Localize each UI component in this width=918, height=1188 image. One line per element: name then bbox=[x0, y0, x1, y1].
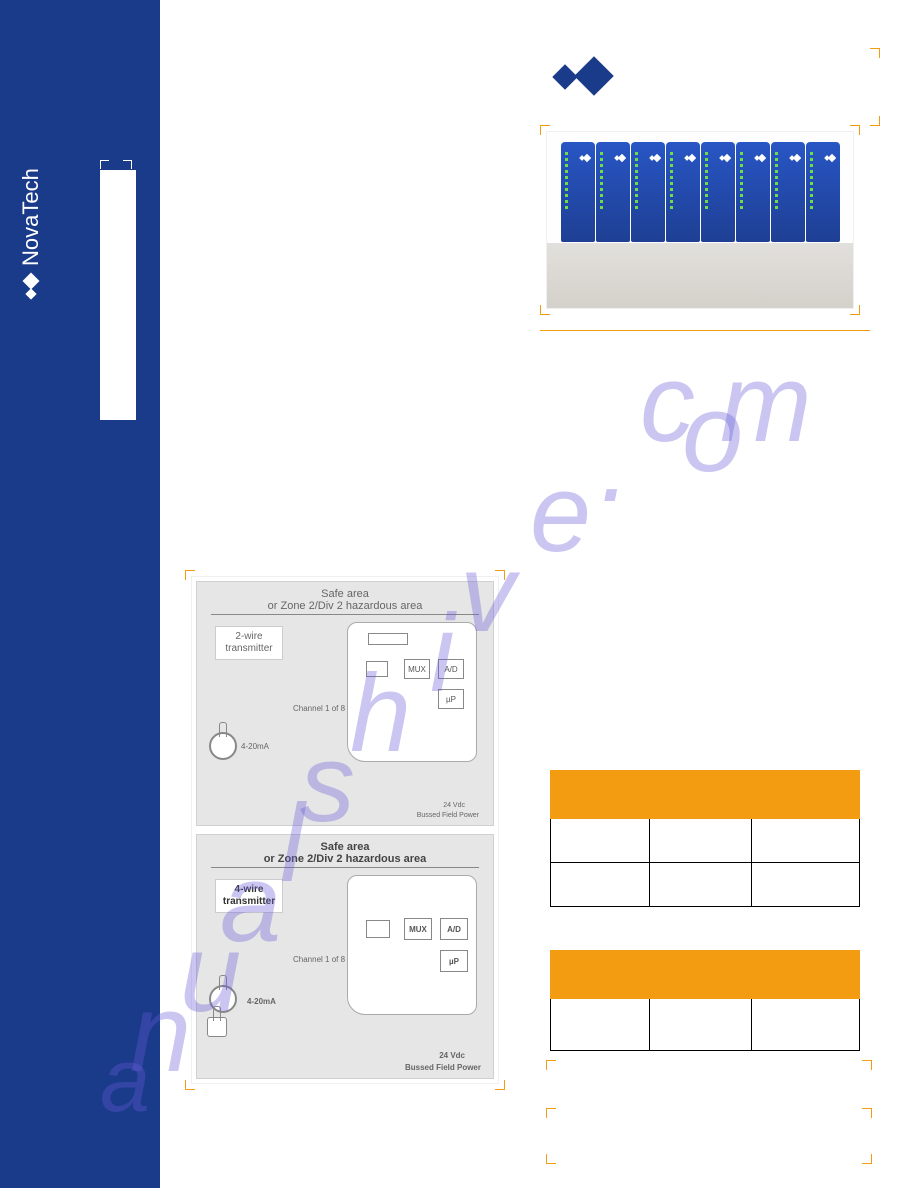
table-cell bbox=[551, 863, 650, 907]
module-logo-icon bbox=[824, 152, 836, 164]
diagram-channel-label: Channel 1 of 8 bbox=[293, 955, 345, 964]
table-header-cell bbox=[649, 951, 751, 999]
table-cell bbox=[649, 819, 751, 863]
module-logo-icon bbox=[754, 152, 766, 164]
crop-mark-icon bbox=[870, 48, 880, 58]
table-row bbox=[551, 863, 860, 907]
io-module bbox=[736, 142, 770, 242]
module-logo-icon bbox=[579, 152, 591, 164]
module-logo-icon bbox=[789, 152, 801, 164]
io-module bbox=[701, 142, 735, 242]
table-cell bbox=[649, 999, 751, 1051]
diagram-title-line: Safe area bbox=[211, 841, 479, 853]
side-white-box bbox=[100, 170, 136, 420]
product-image bbox=[546, 131, 854, 309]
diagram-title-line: or Zone 2/Div 2 hazardous area bbox=[211, 853, 479, 865]
header-diamonds-icon bbox=[550, 56, 622, 101]
diagram-panel-title: Safe area or Zone 2/Div 2 hazardous area bbox=[211, 582, 479, 615]
crop-mark-icon bbox=[546, 1154, 556, 1164]
diagram-panel-title: Safe area or Zone 2/Div 2 hazardous area bbox=[211, 835, 479, 868]
table-header-row bbox=[551, 771, 860, 819]
table-cell bbox=[751, 999, 859, 1051]
power-supply-icon bbox=[207, 1017, 227, 1037]
table-cell bbox=[551, 999, 650, 1051]
table-row bbox=[551, 819, 860, 863]
diagram-signal-label: 4-20mA bbox=[241, 742, 269, 751]
diagram-up-box: µP bbox=[440, 950, 468, 972]
table-header-cell bbox=[751, 951, 859, 999]
brand-diamonds-icon bbox=[22, 272, 40, 300]
crop-mark-icon bbox=[862, 1060, 872, 1070]
diagram-power-label: 24 Vdc bbox=[443, 802, 465, 809]
table-header-cell bbox=[551, 771, 650, 819]
spec-table-2 bbox=[550, 950, 860, 1051]
diagram-filter-box bbox=[366, 920, 390, 938]
diagram-transmitter-label: 4-wire transmitter bbox=[215, 879, 283, 913]
crop-mark-icon bbox=[546, 1060, 556, 1070]
brand-logo: NovaTech bbox=[18, 168, 44, 300]
diagram-mux-box: MUX bbox=[404, 659, 430, 679]
wiring-diagram-frame: Safe area or Zone 2/Div 2 hazardous area… bbox=[185, 570, 505, 1090]
table-header-cell bbox=[551, 951, 650, 999]
diagram-title-line: Safe area bbox=[211, 588, 479, 600]
crop-mark-icon bbox=[870, 116, 880, 126]
crop-mark-icon bbox=[862, 1154, 872, 1164]
table-cell bbox=[649, 863, 751, 907]
wiring-diagram: Safe area or Zone 2/Div 2 hazardous area… bbox=[191, 576, 499, 1084]
diagram-up-box: µP bbox=[438, 689, 464, 709]
divider-line bbox=[540, 330, 870, 331]
diagram-title-line: or Zone 2/Div 2 hazardous area bbox=[211, 600, 479, 612]
sidebar: NovaTech bbox=[0, 0, 160, 1188]
io-module bbox=[596, 142, 630, 242]
table-row bbox=[551, 999, 860, 1051]
diagram-converter-box bbox=[368, 633, 408, 645]
module-logo-icon bbox=[614, 152, 626, 164]
io-module bbox=[666, 142, 700, 242]
table-header-row bbox=[551, 951, 860, 999]
module-logo-icon bbox=[684, 152, 696, 164]
diagram-power-label2: Bussed Field Power bbox=[405, 1063, 481, 1072]
diagram-panel-2wire: Safe area or Zone 2/Div 2 hazardous area… bbox=[196, 581, 494, 826]
diagram-channel-label: Channel 1 of 8 bbox=[293, 704, 345, 713]
diagram-filter-box bbox=[366, 661, 388, 677]
diagram-mux-box: MUX bbox=[404, 918, 432, 940]
diagram-panel-4wire: Safe area or Zone 2/Div 2 hazardous area… bbox=[196, 834, 494, 1079]
side-crop-marks bbox=[100, 160, 132, 170]
table-cell bbox=[751, 863, 859, 907]
table-cell bbox=[751, 819, 859, 863]
product-image-frame bbox=[540, 125, 860, 315]
module-logo-icon bbox=[649, 152, 661, 164]
diagram-ad-box: A/D bbox=[440, 918, 468, 940]
io-module bbox=[806, 142, 840, 242]
diagram-module-block: MUX A/D µP bbox=[347, 622, 477, 762]
module-logo-icon bbox=[719, 152, 731, 164]
diagram-signal-label: 4-20mA bbox=[247, 997, 276, 1006]
io-module bbox=[631, 142, 665, 242]
brand-name: NovaTech bbox=[18, 168, 44, 266]
diagram-ad-box: A/D bbox=[438, 659, 464, 679]
io-module bbox=[771, 142, 805, 242]
transmitter-icon bbox=[209, 732, 237, 760]
table-header-cell bbox=[751, 771, 859, 819]
table-cell bbox=[551, 819, 650, 863]
diagram-module-block: MUX A/D µP bbox=[347, 875, 477, 1015]
diagram-power-label: 24 Vdc bbox=[439, 1051, 465, 1060]
table-header-cell bbox=[649, 771, 751, 819]
crop-mark-icon bbox=[862, 1108, 872, 1118]
spec-table-1 bbox=[550, 770, 860, 907]
io-module bbox=[561, 142, 595, 242]
diagram-power-label2: Bussed Field Power bbox=[417, 812, 479, 819]
diagram-transmitter-label: 2-wire transmitter bbox=[215, 626, 283, 660]
crop-mark-icon bbox=[546, 1108, 556, 1118]
